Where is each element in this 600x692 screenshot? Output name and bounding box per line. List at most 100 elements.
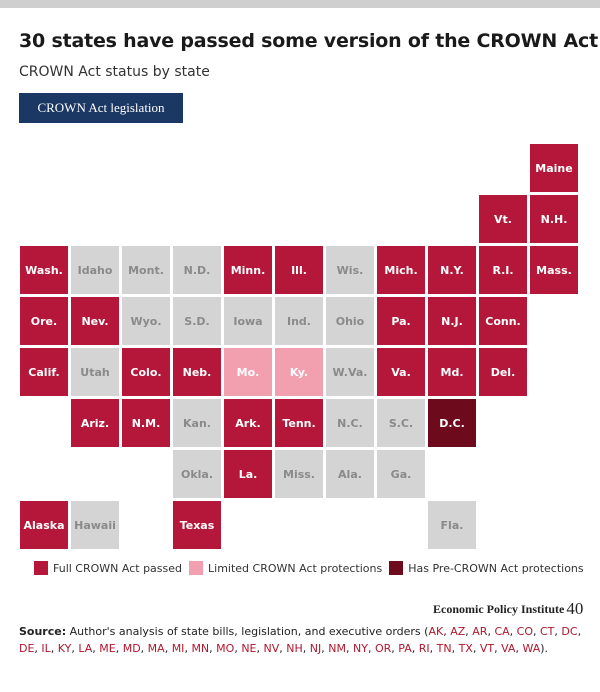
source-link-ar[interactable]: AR (472, 625, 488, 638)
legend-swatch-pre (389, 561, 404, 575)
state-tile-alaska: Alaska (20, 501, 68, 549)
legend-label-limited: Limited CROWN Act protections (208, 561, 383, 575)
state-tile-tenn: Tenn. (275, 399, 323, 447)
state-tile-ky: Ky. (275, 348, 323, 396)
source-link-wa[interactable]: WA (522, 642, 541, 655)
chart-title: 30 states have passed some version of th… (19, 30, 598, 52)
source-link-vt[interactable]: VT (479, 642, 495, 655)
state-tile-pa: Pa. (377, 297, 425, 345)
source-link-me[interactable]: ME (99, 642, 116, 655)
legend-item-full: Full CROWN Act passed (34, 561, 182, 575)
state-tile-hawaii: Hawaii (71, 501, 119, 549)
state-tile-ala: Ala. (326, 450, 374, 498)
source-label: Source: (19, 625, 67, 638)
source-link-mi[interactable]: MI (171, 642, 185, 655)
state-tile-utah: Utah (71, 348, 119, 396)
state-tile-ga: Ga. (377, 450, 425, 498)
state-tile-nev: Nev. (71, 297, 119, 345)
crown-act-legislation-tab[interactable]: CROWN Act legislation (19, 93, 183, 123)
source-link-mn[interactable]: MN (191, 642, 210, 655)
state-tile-map: Maine Vt. N.H. Wash. Idaho Mont. N.D. Minn. Ill.… (20, 144, 578, 549)
source-link-co[interactable]: CO (516, 625, 533, 638)
state-tile-mont: Mont. (122, 246, 170, 294)
state-tile-texas: Texas (173, 501, 221, 549)
legend-label-full: Full CROWN Act passed (53, 561, 183, 575)
state-tile-sc: S.C. (377, 399, 425, 447)
state-tile-ore: Ore. (20, 297, 68, 345)
state-tile-ri: R.I. (479, 246, 527, 294)
state-tile-sd: S.D. (173, 297, 221, 345)
state-tile-miss: Miss. (275, 450, 323, 498)
logo-text: Economic Policy Institute (433, 602, 565, 616)
legend-swatch-limited (189, 561, 204, 575)
source-link-mo[interactable]: MO (216, 642, 235, 655)
source-link-ct[interactable]: CT (540, 625, 555, 638)
state-tile-del: Del. (479, 348, 527, 396)
source-link-ky[interactable]: KY (57, 642, 72, 655)
state-tile-neb: Neb. (173, 348, 221, 396)
source-closing: ). (540, 642, 549, 655)
state-tile-calif: Calif. (20, 348, 68, 396)
state-tile-ark: Ark. (224, 399, 272, 447)
state-tile-md: Md. (428, 348, 476, 396)
source-link-nm[interactable]: NM (328, 642, 346, 655)
state-tile-maine: Maine (530, 144, 578, 192)
state-tile-wis: Wis. (326, 246, 374, 294)
top-rule (0, 0, 600, 8)
state-tile-nm: N.M. (122, 399, 170, 447)
state-tile-nc: N.C. (326, 399, 374, 447)
source-link-tn[interactable]: TN (436, 642, 452, 655)
source-note: Source: Author's analysis of state bills… (19, 623, 584, 657)
state-tile-fla: Fla. (428, 501, 476, 549)
source-link-ca[interactable]: CA (494, 625, 510, 638)
state-tile-ill: Ill. (275, 246, 323, 294)
state-tile-va: Va. (377, 348, 425, 396)
state-tile-la: La. (224, 450, 272, 498)
state-tile-ariz: Ariz. (71, 399, 119, 447)
state-tile-mass: Mass. (530, 246, 578, 294)
legend-item-pre: Has Pre-CROWN Act protections (389, 561, 584, 575)
chart-subtitle: CROWN Act status by state (19, 64, 210, 80)
source-link-ri[interactable]: RI (418, 642, 430, 655)
state-tile-nh: N.H. (530, 195, 578, 243)
state-tile-wyo: Wyo. (122, 297, 170, 345)
state-tile-mo: Mo. (224, 348, 272, 396)
legend-item-limited: Limited CROWN Act protections (189, 561, 382, 575)
source-link-dc[interactable]: DC (561, 625, 578, 638)
state-tile-wash: Wash. (20, 246, 68, 294)
state-tile-ind: Ind. (275, 297, 323, 345)
source-link-la[interactable]: LA (78, 642, 93, 655)
source-link-nv[interactable]: NV (263, 642, 280, 655)
source-link-ny[interactable]: NY (353, 642, 368, 655)
source-link-pa[interactable]: PA (398, 642, 412, 655)
state-tile-mich: Mich. (377, 246, 425, 294)
legend-label-pre: Has Pre-CROWN Act protections (408, 561, 584, 575)
source-link-de[interactable]: DE (19, 642, 35, 655)
state-tile-dc: D.C. (428, 399, 476, 447)
logo-mark: 40 (566, 599, 584, 618)
state-tile-colo: Colo. (122, 348, 170, 396)
source-link-ne[interactable]: NE (241, 642, 257, 655)
source-link-az[interactable]: AZ (450, 625, 466, 638)
state-tile-minn: Minn. (224, 246, 272, 294)
source-link-va[interactable]: VA (501, 642, 516, 655)
source-link-ma[interactable]: MA (147, 642, 165, 655)
state-tile-kan: Kan. (173, 399, 221, 447)
source-link-nh[interactable]: NH (286, 642, 303, 655)
state-tile-nd: N.D. (173, 246, 221, 294)
source-text: Author's analysis of state bills, legisl… (66, 625, 429, 638)
state-tile-ny: N.Y. (428, 246, 476, 294)
state-tile-conn: Conn. (479, 297, 527, 345)
legend: Full CROWN Act passed Limited CROWN Act p… (34, 559, 591, 577)
source-link-md[interactable]: MD (122, 642, 141, 655)
source-link-tx[interactable]: TX (458, 642, 473, 655)
state-tile-okla: Okla. (173, 450, 221, 498)
state-tile-nj: N.J. (428, 297, 476, 345)
state-tile-iowa: Iowa (224, 297, 272, 345)
source-link-ak[interactable]: AK (428, 625, 444, 638)
source-link-or[interactable]: OR (374, 642, 392, 655)
state-tile-wva: W.Va. (326, 348, 374, 396)
source-link-nj[interactable]: NJ (309, 642, 322, 655)
epi-logo: Economic Policy Institute 40 (433, 593, 583, 617)
source-link-il[interactable]: IL (41, 642, 51, 655)
